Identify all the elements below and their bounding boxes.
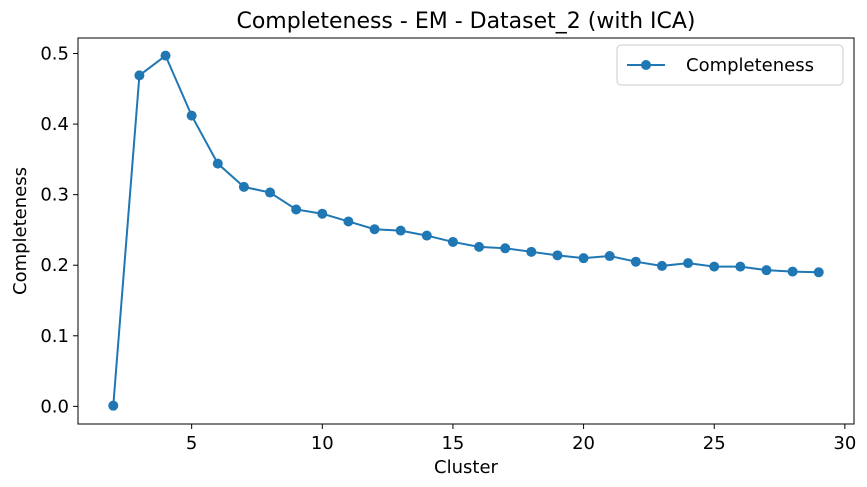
data-point bbox=[735, 261, 746, 272]
legend: Completeness bbox=[616, 44, 844, 86]
legend-marker-swatch bbox=[641, 60, 651, 70]
chart-title: Completeness - EM - Dataset_2 (with ICA) bbox=[236, 9, 695, 34]
data-point bbox=[134, 70, 145, 81]
y-tick-label: 0.1 bbox=[40, 326, 69, 347]
data-point bbox=[761, 265, 772, 276]
series-line bbox=[112, 54, 819, 406]
data-point bbox=[474, 241, 485, 252]
x-axis-label: Cluster bbox=[434, 457, 498, 478]
data-point bbox=[369, 224, 380, 235]
y-axis: 0.0 0.1 0.2 0.3 0.4 0.5 bbox=[40, 44, 78, 417]
data-point bbox=[630, 256, 641, 267]
y-tick-label: 0.5 bbox=[40, 44, 69, 65]
legend-label: Completeness bbox=[686, 55, 814, 76]
data-point bbox=[656, 260, 667, 271]
axes-frame bbox=[77, 37, 855, 425]
x-tick-label: 25 bbox=[703, 433, 726, 454]
data-point bbox=[421, 230, 432, 241]
data-point bbox=[186, 110, 197, 121]
y-axis-label: Completeness bbox=[10, 167, 31, 295]
legend-box bbox=[616, 44, 844, 86]
data-point bbox=[160, 50, 171, 61]
y-tick-label: 0.2 bbox=[40, 255, 69, 276]
y-tick-label: 0.3 bbox=[40, 185, 69, 206]
data-point bbox=[604, 251, 615, 262]
data-point bbox=[500, 243, 511, 254]
x-axis: 5 10 15 20 25 30 bbox=[186, 424, 856, 454]
data-point bbox=[395, 225, 406, 236]
data-point bbox=[343, 216, 354, 227]
data-point bbox=[108, 400, 119, 411]
data-point bbox=[526, 246, 537, 257]
x-tick-label: 10 bbox=[311, 433, 334, 454]
x-tick-label: 5 bbox=[186, 433, 197, 454]
data-point bbox=[683, 258, 694, 269]
x-tick-label: 20 bbox=[572, 433, 595, 454]
data-point bbox=[265, 187, 276, 198]
data-point bbox=[709, 261, 720, 272]
y-tick-label: 0.4 bbox=[40, 114, 69, 135]
data-point bbox=[813, 267, 824, 278]
data-point bbox=[212, 158, 223, 169]
data-point bbox=[291, 204, 302, 215]
y-tick-label: 0.0 bbox=[40, 396, 69, 417]
x-tick-label: 30 bbox=[833, 433, 856, 454]
x-tick-label: 15 bbox=[441, 433, 464, 454]
data-point bbox=[552, 250, 563, 261]
plot-area bbox=[108, 50, 824, 411]
data-point bbox=[787, 266, 798, 277]
data-point bbox=[317, 208, 328, 219]
data-point bbox=[238, 181, 249, 192]
data-point bbox=[447, 236, 458, 247]
data-point bbox=[578, 253, 589, 264]
